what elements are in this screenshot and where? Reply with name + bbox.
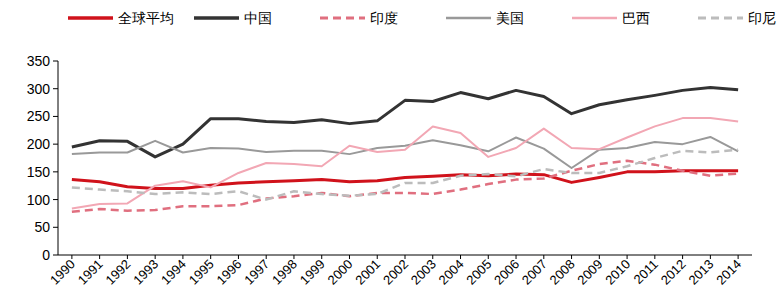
x-tick-label: 2005	[463, 257, 494, 288]
x-tick-label: 1990	[47, 257, 78, 288]
y-tick	[53, 144, 58, 145]
x-tick	[516, 255, 517, 259]
x-tick-label: 1999	[297, 257, 328, 288]
x-tick	[682, 255, 683, 259]
x-tick	[543, 255, 544, 259]
x-tick	[182, 255, 183, 259]
legend-swatch	[572, 17, 617, 20]
x-tick-label: 1993	[130, 257, 161, 288]
x-tick	[127, 255, 128, 259]
x-tick	[710, 255, 711, 259]
y-tick-label: 100	[27, 192, 51, 208]
x-tick-label: 2010	[602, 257, 633, 288]
x-tick-label: 2011	[631, 257, 661, 287]
y-tick-label: 300	[27, 81, 51, 97]
plot-lines	[72, 88, 738, 212]
x-tick	[571, 255, 572, 259]
x-tick-label: 1996	[214, 257, 245, 288]
legend-label: 中国	[244, 10, 272, 26]
x-tick	[488, 255, 489, 259]
y-tick	[53, 116, 58, 117]
legend-swatch	[194, 16, 239, 20]
x-tick-label: 1995	[186, 257, 217, 288]
y-tick	[53, 199, 58, 200]
legend: 全球平均 中国 印度 美国 巴西 印尼	[68, 10, 776, 26]
y-tick	[53, 61, 58, 62]
x-tick-label: 2013	[685, 257, 716, 288]
y-axis	[58, 61, 59, 255]
y-tick-label: 350	[27, 53, 51, 69]
legend-swatch	[446, 17, 491, 20]
x-tick-label: 2003	[408, 257, 439, 288]
legend-label: 全球平均	[118, 10, 174, 26]
y-tick	[53, 227, 58, 228]
x-tick	[627, 255, 628, 259]
x-tick	[155, 255, 156, 259]
y-tick-label: 0	[42, 247, 50, 263]
x-tick	[210, 255, 211, 259]
x-tick-label: 1992	[102, 257, 133, 288]
legend-swatch	[68, 16, 113, 20]
x-tick-label: 1998	[269, 257, 300, 288]
x-tick-label: 2009	[574, 257, 605, 288]
legend-swatch	[320, 17, 365, 20]
x-tick-label: 2012	[658, 257, 689, 288]
x-tick-label: 2008	[547, 257, 578, 288]
x-tick	[599, 255, 600, 259]
x-tick	[738, 255, 739, 259]
x-tick	[432, 255, 433, 259]
series-line	[72, 161, 738, 212]
series-line	[72, 118, 738, 208]
x-tick	[654, 255, 655, 259]
y-tick-label: 150	[27, 164, 51, 180]
series-line	[72, 171, 738, 189]
x-tick	[349, 255, 350, 259]
series-line	[72, 150, 738, 200]
legend-label: 印度	[370, 10, 398, 26]
x-tick-label: 2001	[352, 257, 383, 288]
x-tick	[377, 255, 378, 259]
x-tick-label: 2004	[436, 257, 467, 288]
x-tick-label: 2000	[325, 257, 356, 288]
x-tick-label: 2006	[491, 257, 522, 288]
y-tick-label: 50	[34, 219, 50, 235]
x-tick	[293, 255, 294, 259]
y-tick-label: 200	[27, 136, 51, 152]
x-tick-label: 2002	[380, 257, 411, 288]
legend-label: 美国	[496, 10, 524, 26]
legend-label: 巴西	[622, 10, 650, 26]
y-tick	[53, 171, 58, 172]
x-tick-label: 2014	[713, 257, 744, 288]
x-tick-label: 1991	[75, 257, 106, 288]
x-tick-label: 1997	[241, 257, 272, 288]
legend-swatch	[698, 17, 743, 20]
legend-label: 印尼	[748, 10, 776, 26]
y-tick	[53, 88, 58, 89]
x-tick	[321, 255, 322, 259]
x-tick	[238, 255, 239, 259]
x-tick	[405, 255, 406, 259]
chart: 0501001502002503003501990199119921993199…	[0, 0, 782, 296]
x-tick	[71, 255, 72, 259]
x-tick	[266, 255, 267, 259]
y-tick	[53, 255, 58, 256]
x-tick	[460, 255, 461, 259]
x-tick	[99, 255, 100, 259]
x-tick-label: 2007	[519, 257, 550, 288]
y-tick-label: 250	[27, 108, 51, 124]
x-tick-label: 1994	[158, 257, 189, 288]
